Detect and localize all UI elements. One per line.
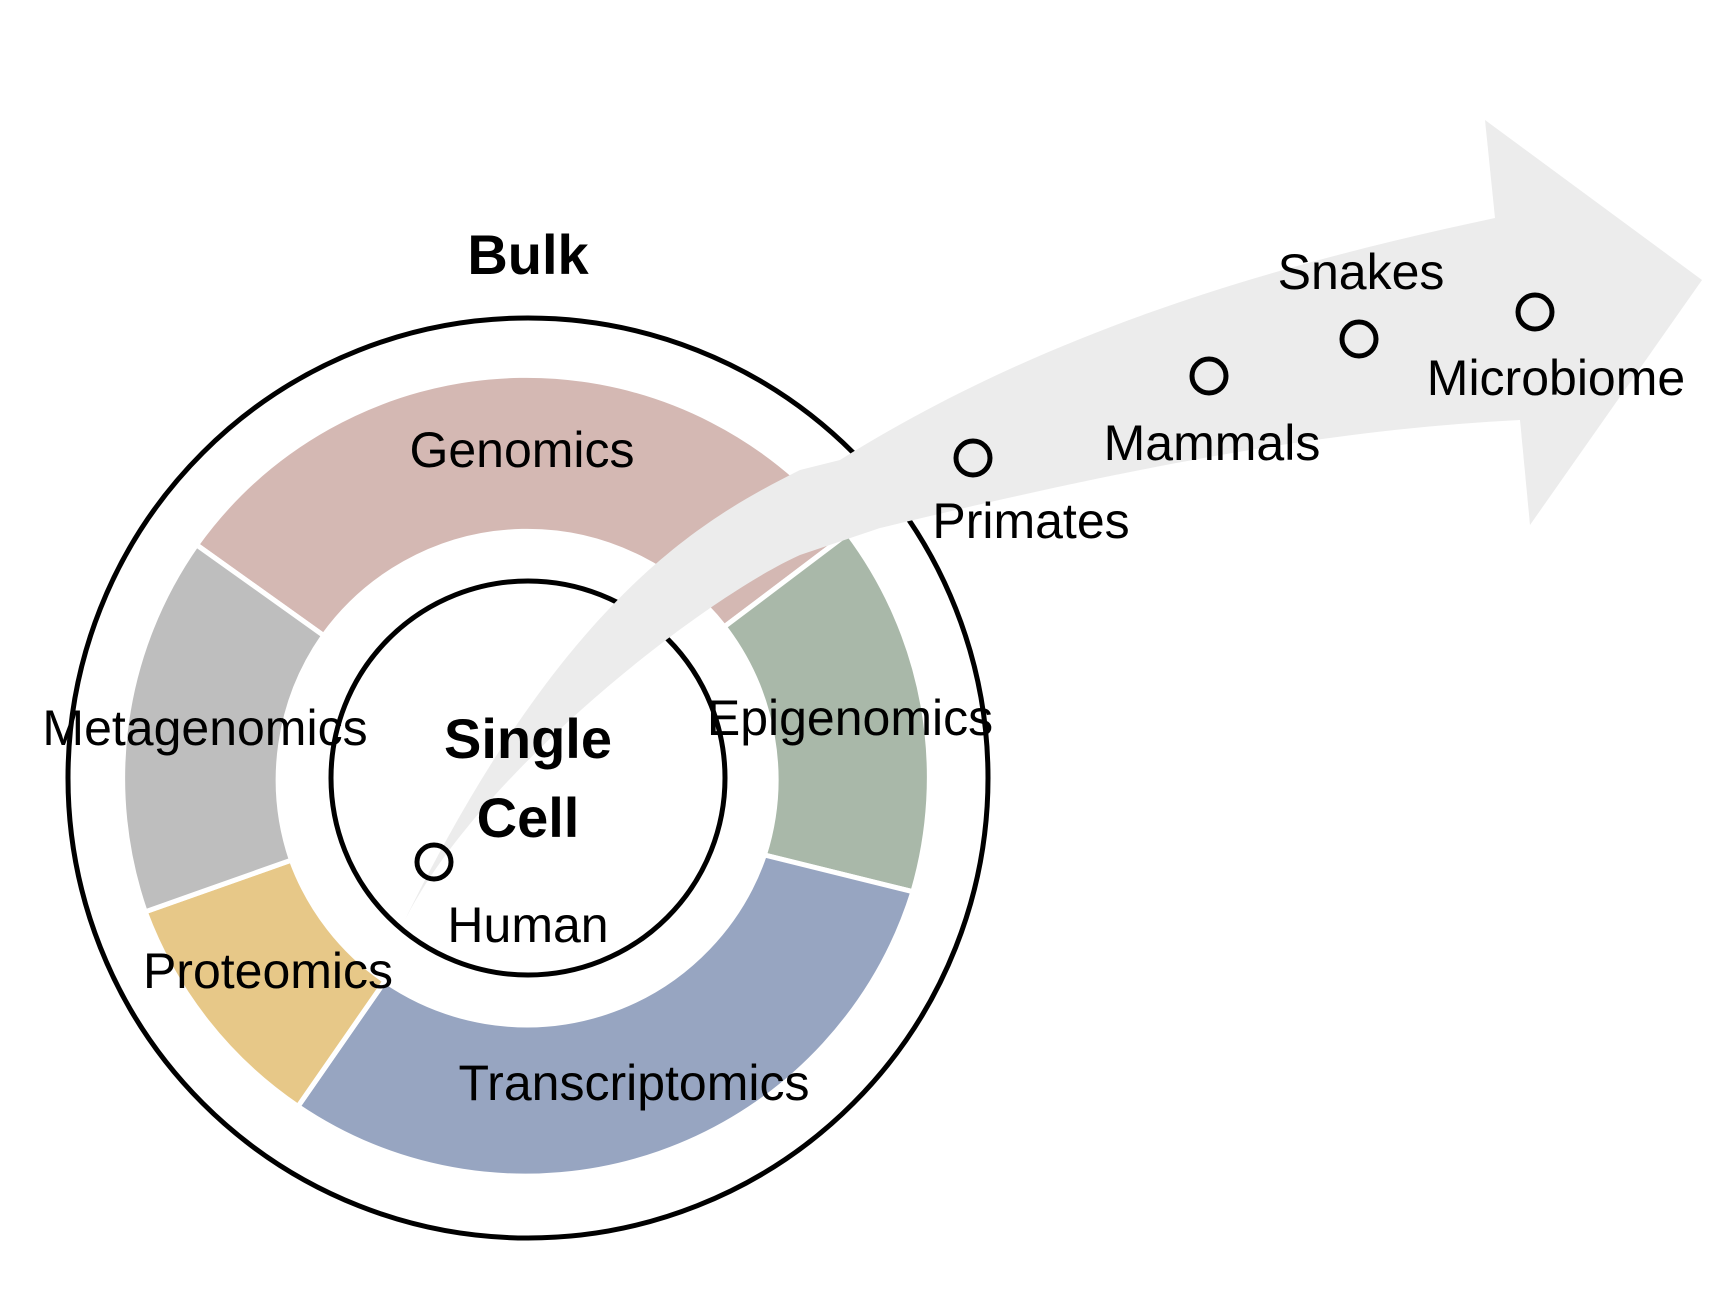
species-arrow bbox=[400, 120, 1702, 930]
label-microbiome: Microbiome bbox=[1427, 350, 1685, 406]
label-mammals: Mammals bbox=[1104, 415, 1321, 471]
label-proteomics: Proteomics bbox=[143, 943, 393, 999]
marker-snakes bbox=[1339, 319, 1379, 359]
label-primates: Primates bbox=[932, 493, 1129, 549]
label-human: Human bbox=[447, 897, 608, 953]
label-transcriptomics: Transcriptomics bbox=[459, 1055, 810, 1111]
single-cell-label-line1: Single bbox=[444, 707, 612, 770]
marker-microbiome bbox=[1515, 292, 1555, 332]
marker-primates bbox=[953, 438, 993, 478]
marker-human bbox=[414, 842, 454, 882]
bulk-title: Bulk bbox=[467, 223, 589, 286]
label-epigenomics: Epigenomics bbox=[707, 690, 993, 746]
segment-metagenomics bbox=[120, 541, 328, 915]
label-snakes: Snakes bbox=[1278, 244, 1445, 300]
label-genomics: Genomics bbox=[409, 422, 634, 478]
segment-transcriptomics bbox=[294, 852, 917, 1179]
marker-mammals bbox=[1189, 356, 1229, 396]
label-metagenomics: Metagenomics bbox=[42, 700, 367, 756]
single-cell-label-line2: Cell bbox=[477, 786, 580, 849]
